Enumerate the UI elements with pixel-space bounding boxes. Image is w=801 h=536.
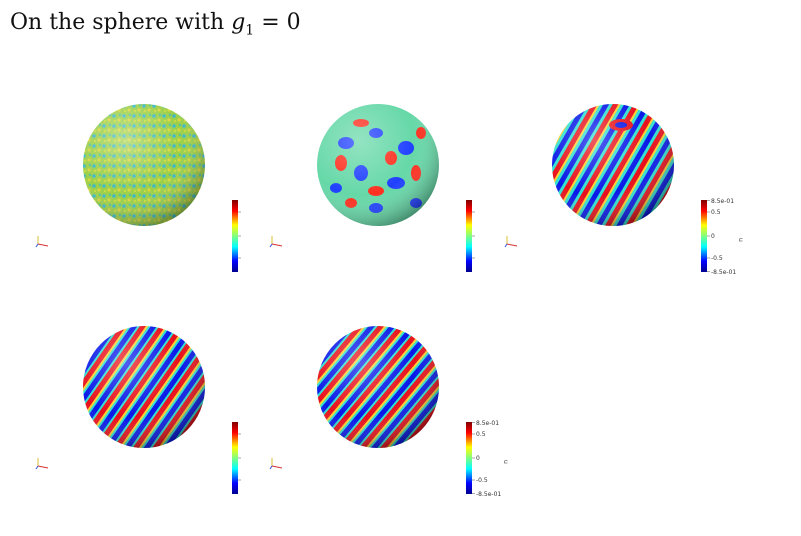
colorbar-labeled: 8.5e-01 0.5 0 -0.5 -8.5e-01 u <box>466 420 509 498</box>
panel-1 <box>34 103 274 313</box>
colorbar-tick-label: -0.5 <box>711 255 723 262</box>
sphere-render-noise <box>83 104 205 226</box>
colorbar <box>232 200 241 272</box>
colorbar-variable-label: u <box>737 238 744 242</box>
orientation-axes-icon <box>35 458 49 470</box>
orientation-axes-icon <box>269 236 283 248</box>
colorbar <box>466 200 475 272</box>
panel-2 <box>268 103 508 313</box>
panel-3: 8.5e-01 0.5 0 -0.5 -8.5e-01 u <box>503 103 744 313</box>
sphere-render-stripes <box>83 326 205 448</box>
title-equation: = 0 <box>254 10 301 35</box>
orientation-axes-icon <box>269 458 283 470</box>
title-prefix: On the sphere with <box>10 10 232 35</box>
colorbar-tick-label: 0 <box>711 233 715 240</box>
orientation-axes-icon <box>35 236 49 248</box>
title-subscript: 1 <box>245 22 255 39</box>
sphere-render-spots <box>317 104 439 226</box>
colorbar-variable-label: u <box>502 460 509 464</box>
panel-5: 8.5e-01 0.5 0 -0.5 -8.5e-01 u <box>268 325 509 535</box>
colorbar-tick-label: 8.5e-01 <box>476 420 499 427</box>
colorbar-tick-label: 0.5 <box>476 431 486 438</box>
panel-4 <box>34 325 274 535</box>
colorbar-tick-label: -8.5e-01 <box>711 269 736 276</box>
title-variable: g <box>231 10 246 35</box>
sphere-render-stripes-mixed <box>552 104 674 226</box>
colorbar-tick-label: -0.5 <box>476 477 488 484</box>
colorbar <box>232 422 241 494</box>
colorbar-tick-label: 0.5 <box>711 209 721 216</box>
orientation-axes-icon <box>504 236 518 248</box>
colorbar-tick-label: 8.5e-01 <box>711 198 734 205</box>
colorbar-tick-label: -8.5e-01 <box>476 491 501 498</box>
figure-title: On the sphere with g1 = 0 <box>10 10 301 38</box>
colorbar-labeled: 8.5e-01 0.5 0 -0.5 -8.5e-01 u <box>701 198 744 276</box>
sphere-render-stripes-final <box>317 326 439 448</box>
colorbar-tick-label: 0 <box>476 455 480 462</box>
